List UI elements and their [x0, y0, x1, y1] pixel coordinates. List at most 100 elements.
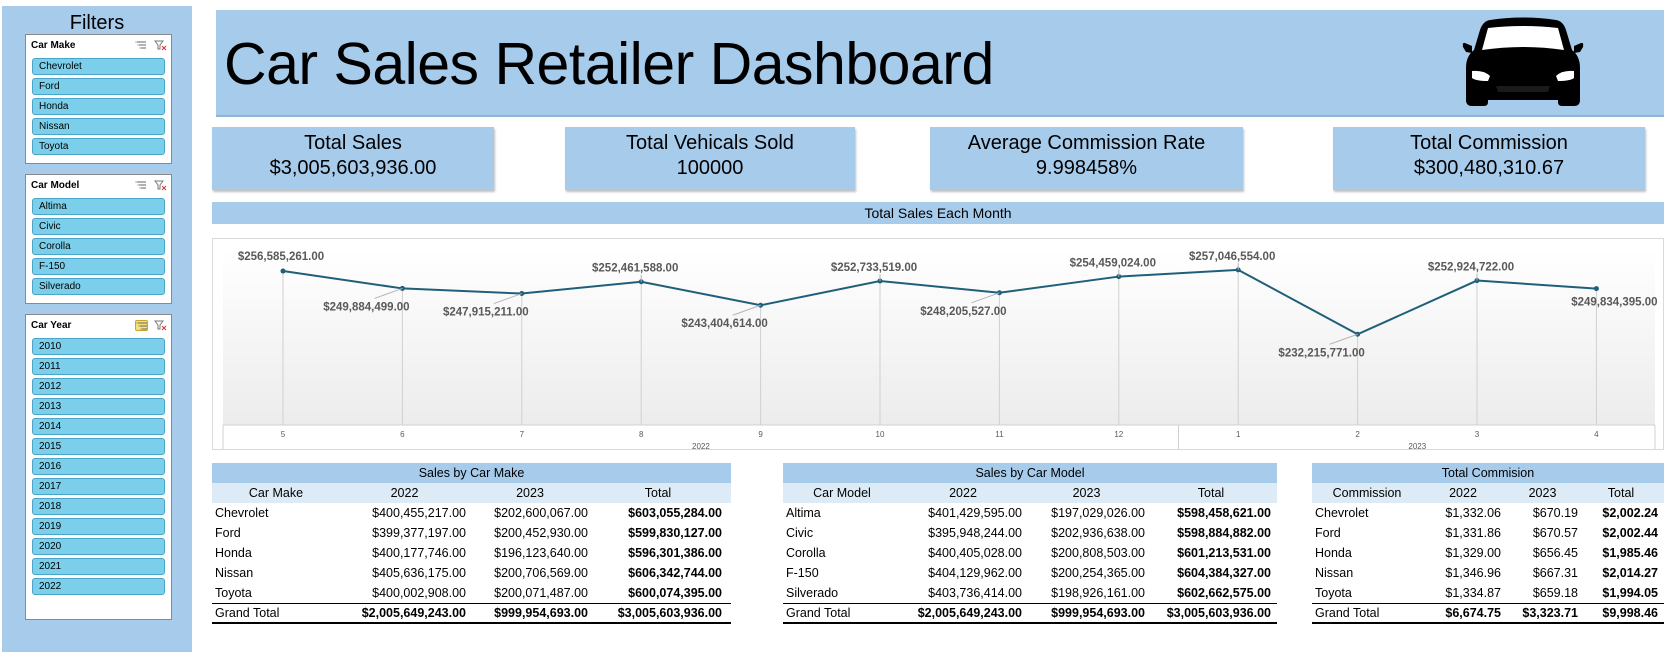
data-point[interactable]: [280, 268, 286, 274]
series-line: [282, 268, 1597, 336]
table-cell: Car Model: [813, 486, 871, 500]
label-leader-line: [971, 292, 1000, 304]
filters-panel: Filters Car Make Chevrolet Ford Honda Nissan…: [2, 6, 192, 652]
sales-line-chart[interactable]: $256,585,261.00 5 $249,884,499.00 6 $247,915…: [212, 238, 1664, 451]
slicer-item[interactable]: Altima: [32, 198, 165, 215]
slicer-item[interactable]: Honda: [32, 98, 165, 115]
kpi-total-commission: Total Commission $300,480,310.67: [1333, 127, 1645, 190]
slicer-item[interactable]: 2014: [32, 418, 165, 435]
slicer-item[interactable]: Nissan: [32, 118, 165, 135]
slicer-item[interactable]: Civic: [32, 218, 165, 235]
table-cell: $405,636,175.00: [372, 566, 466, 580]
slicer-car-year: Car Year 2010 2011 2012 2013 2014 2015 2016 2017…: [25, 314, 172, 620]
data-label: $232,215,771.00: [1278, 347, 1364, 359]
table-cell: $2,005,649,243.00: [917, 606, 1022, 620]
table-total-row: Grand Total $2,005,649,243.00 $999,954,693…: [212, 603, 731, 624]
table-cell: Total: [1197, 486, 1225, 500]
table-cell: $395,948,244.00: [928, 526, 1022, 540]
label-leader-line: [1329, 333, 1358, 345]
table-cell: $1,346.96: [1445, 566, 1501, 580]
slicer-car-make: Car Make Chevrolet Ford Honda Nissan Toyota: [25, 34, 172, 164]
table-cell: $197,029,026.00: [1051, 506, 1145, 520]
slicer-item[interactable]: Toyota: [32, 138, 165, 155]
table-total-commision: Total Commision Commission 2022 2023 Total Ch…: [1312, 463, 1664, 624]
kpi-label: Total Commission: [1410, 132, 1568, 154]
x-tick-label: 8: [639, 430, 644, 439]
table-cell: Toyota: [215, 586, 252, 600]
slicer-item[interactable]: Chevrolet: [32, 58, 165, 75]
slicer-item[interactable]: 2013: [32, 398, 165, 415]
data-point[interactable]: [638, 279, 644, 285]
table-cell: Silverado: [786, 586, 839, 600]
slicer-item[interactable]: 2015: [32, 438, 165, 455]
table-cell: Chevrolet: [215, 506, 269, 520]
table-cell: $1,334.87: [1445, 586, 1501, 600]
table-cell: Commission: [1332, 486, 1402, 500]
table-row: Nissan $405,636,175.00 $200,706,569.00 $606…: [212, 563, 731, 583]
slicer-item[interactable]: 2017: [32, 478, 165, 495]
table-sales-by-car-make: Sales by Car Make Car Make 2022 2023 Total Ch…: [212, 463, 731, 624]
slicer-item[interactable]: 2011: [32, 358, 165, 375]
slicer-item[interactable]: Corolla: [32, 238, 165, 255]
table-cell: Total: [1607, 486, 1635, 500]
table-cell: $403,736,414.00: [928, 586, 1022, 600]
multi-select-icon[interactable]: [135, 180, 148, 191]
slicer-item[interactable]: F-150: [32, 258, 165, 275]
kpi-total-sales: Total Sales $3,005,603,936.00: [212, 127, 494, 190]
table-cell: $3,005,603,936.00: [617, 606, 722, 620]
table-cell: $599,830,127.00: [628, 526, 722, 540]
data-label: $254,459,024.00: [1070, 258, 1156, 270]
table-cell: Honda: [1315, 546, 1352, 560]
table-cell: $202,600,067.00: [494, 506, 588, 520]
label-leader-line: [732, 304, 761, 316]
slicer-item[interactable]: 2010: [32, 338, 165, 355]
clear-filter-icon[interactable]: [154, 180, 167, 191]
slicer-item[interactable]: 2019: [32, 518, 165, 535]
kpi-label: Total Vehicals Sold: [626, 132, 794, 154]
table-cell: 2023: [1528, 486, 1557, 500]
table-sales-by-car-model: Sales by Car Model Car Model 2022 2023 Total…: [783, 463, 1277, 624]
table-cell: $659.18: [1532, 586, 1578, 600]
table-cell: 2023: [1072, 486, 1101, 500]
x-tick-label: 6: [400, 430, 405, 439]
table-cell: $399,377,197.00: [372, 526, 466, 540]
slicer-item[interactable]: 2022: [32, 578, 165, 595]
table-cell: Chevrolet: [1315, 506, 1369, 520]
data-point[interactable]: [1593, 286, 1599, 292]
table-cell: $670.57: [1532, 526, 1578, 540]
table-cell: Grand Total: [215, 606, 280, 620]
slicer-item[interactable]: 2021: [32, 558, 165, 575]
table-row: Civic $395,948,244.00 $202,936,638.00 $598,…: [783, 523, 1277, 543]
table-cell: Honda: [215, 546, 252, 560]
slicer-item[interactable]: 2018: [32, 498, 165, 515]
table-cell: $1,331.86: [1445, 526, 1501, 540]
table-cell: $400,455,217.00: [372, 506, 466, 520]
table-row: Ford $1,331.86 $670.57 $2,002.44: [1312, 523, 1664, 543]
table-row: Chevrolet $1,332.06 $670.19 $2,002.24: [1312, 503, 1664, 523]
slicer-item[interactable]: 2012: [32, 378, 165, 395]
table-cell: $3,005,603,936.00: [1166, 606, 1271, 620]
slicer-item[interactable]: 2016: [32, 458, 165, 475]
slicer-item[interactable]: Ford: [32, 78, 165, 95]
table-cell: $598,458,621.00: [1177, 506, 1271, 520]
data-label: $247,915,211.00: [443, 307, 529, 319]
x-tick-label: 9: [758, 430, 763, 439]
slicer-header: Car Year: [26, 315, 171, 335]
slicer-item[interactable]: 2020: [32, 538, 165, 555]
car-icon: [1462, 16, 1584, 108]
table-row: Honda $400,177,746.00 $196,123,640.00 $596,…: [212, 543, 731, 563]
table-header-row: Car Model 2022 2023 Total: [783, 483, 1277, 503]
slicer-title: Car Make: [31, 39, 76, 51]
multi-select-icon[interactable]: [135, 40, 148, 51]
label-leader-line: [374, 287, 403, 299]
multi-select-icon[interactable]: [135, 319, 148, 331]
clear-filter-icon[interactable]: [154, 40, 167, 51]
clear-filter-icon[interactable]: [154, 320, 167, 331]
table-cell: Nissan: [1315, 566, 1354, 580]
table-row: Toyota $1,334.87 $659.18 $1,994.05: [1312, 583, 1664, 603]
page-title: Car Sales Retailer Dashboard: [224, 31, 994, 97]
x-tick-label: 5: [281, 430, 286, 439]
data-point[interactable]: [519, 291, 525, 297]
slicer-item[interactable]: Silverado: [32, 278, 165, 295]
x-tick-label: 4: [1594, 430, 1599, 439]
